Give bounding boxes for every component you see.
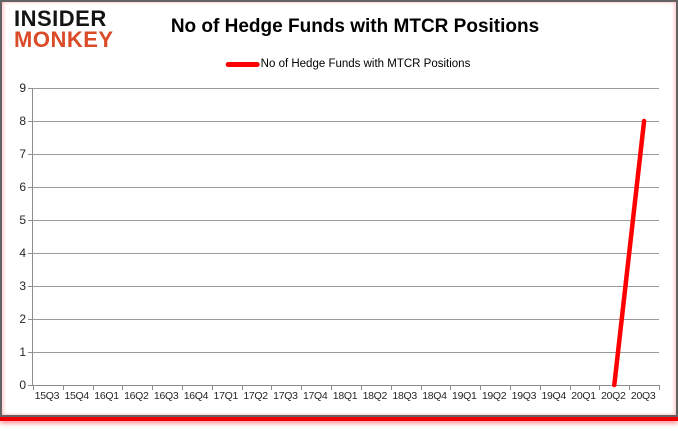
x-axis-tick — [569, 385, 571, 390]
bottom-red-bar — [0, 417, 678, 421]
y-tick-label: 9 — [19, 81, 26, 95]
x-axis-tick — [480, 385, 482, 390]
x-axis-tick — [509, 385, 511, 390]
logo-line-monkey: MONKEY — [14, 26, 114, 52]
y-axis-tick — [28, 187, 33, 188]
x-axis-tick — [331, 385, 333, 390]
x-axis-tick — [152, 385, 154, 390]
y-axis-tick — [28, 319, 33, 320]
x-tick-label: 16Q3 — [153, 390, 179, 402]
x-tick-label: 17Q4 — [302, 390, 328, 402]
x-tick-label: 18Q1 — [332, 390, 358, 402]
gridline — [33, 286, 659, 287]
gridline — [33, 352, 659, 353]
x-tick-label: 17Q2 — [243, 390, 268, 402]
x-axis-tick — [360, 385, 362, 390]
gridline — [33, 88, 659, 89]
x-tick-label: 15Q3 — [34, 390, 60, 402]
x-axis-tick — [390, 385, 392, 390]
x-axis-tick — [33, 385, 34, 390]
x-tick-label: 19Q4 — [541, 390, 566, 402]
gridline — [33, 220, 659, 221]
x-tick-label: 18Q3 — [392, 390, 417, 402]
chart-title: No of Hedge Funds with MTCR Positions — [170, 16, 540, 37]
x-tick-label: 20Q1 — [571, 390, 596, 402]
x-tick-label: 19Q1 — [452, 390, 477, 402]
x-axis-labels: 15Q3 15Q4 16Q1 16Q2 16Q3 16Q4 17Q1 17Q2 17Q3 17Q4… — [32, 390, 658, 402]
y-axis-tick — [28, 88, 33, 89]
y-axis-tick — [28, 352, 33, 353]
y-tick-label: 2 — [19, 312, 26, 326]
y-tick-label: 8 — [19, 114, 26, 128]
x-axis-tick — [92, 385, 94, 390]
x-tick-label: 17Q3 — [273, 390, 298, 402]
series-line — [612, 118, 647, 388]
x-tick-label: 16Q2 — [124, 390, 149, 402]
x-tick-label: 20Q3 — [630, 390, 656, 402]
x-tick-label: 15Q4 — [64, 390, 89, 402]
y-axis-tick — [28, 121, 33, 122]
data-line-layer — [612, 118, 647, 388]
plot-area — [28, 88, 660, 390]
insider-monkey-logo: INSIDER MONKEY — [14, 6, 114, 52]
y-tick-label: 3 — [19, 279, 26, 293]
chart-frame — [0, 0, 678, 417]
y-tick-label: 5 — [19, 213, 26, 227]
legend: No of Hedge Funds with MTCR Positions — [225, 58, 471, 70]
x-axis-tick — [420, 385, 422, 390]
gridline — [33, 319, 659, 320]
y-axis-tick — [28, 253, 33, 254]
gridline — [33, 121, 659, 122]
x-tick-label: 20Q2 — [601, 390, 626, 402]
y-tick-label: 0 — [19, 378, 26, 392]
y-tick-label: 6 — [19, 180, 26, 194]
logo-line-insider: INSIDER — [14, 6, 107, 31]
x-axis-tick — [629, 385, 631, 390]
x-axis-tick — [539, 385, 541, 390]
x-axis-tick — [211, 385, 213, 390]
y-axis-tick — [28, 286, 33, 287]
x-axis-tick — [271, 385, 273, 390]
x-tick-label: 19Q3 — [511, 390, 537, 402]
x-axis-tick — [62, 385, 64, 390]
x-axis-tick — [241, 385, 243, 390]
gridline — [33, 187, 659, 188]
x-tick-label: 16Q1 — [94, 390, 119, 402]
y-axis-tick — [28, 220, 33, 221]
x-axis-tick — [301, 385, 303, 390]
x-tick-label: 17Q1 — [213, 390, 239, 402]
y-tick-label: 4 — [19, 246, 26, 260]
gridline — [33, 154, 659, 155]
y-tick-label: 1 — [19, 345, 26, 359]
x-tick-label: 19Q2 — [481, 390, 507, 402]
x-axis-tick — [659, 385, 660, 390]
x-axis-tick — [450, 385, 452, 390]
x-tick-label: 16Q4 — [183, 390, 209, 402]
x-axis-tick — [599, 385, 601, 390]
y-tick-label: 7 — [19, 147, 26, 161]
x-tick-label: 18Q2 — [362, 390, 388, 402]
x-axis-tick — [182, 385, 184, 390]
x-axis-tick — [122, 385, 124, 390]
y-axis-labels: 0 1 2 3 4 5 6 7 8 9 — [0, 81, 26, 392]
x-tick-label: 18Q4 — [422, 390, 447, 402]
y-axis-tick — [28, 385, 33, 386]
legend-line-swatch — [225, 61, 260, 67]
legend-label: No of Hedge Funds with MTCR Positions — [260, 58, 471, 70]
y-axis-tick — [28, 154, 33, 155]
gridline — [33, 253, 659, 254]
